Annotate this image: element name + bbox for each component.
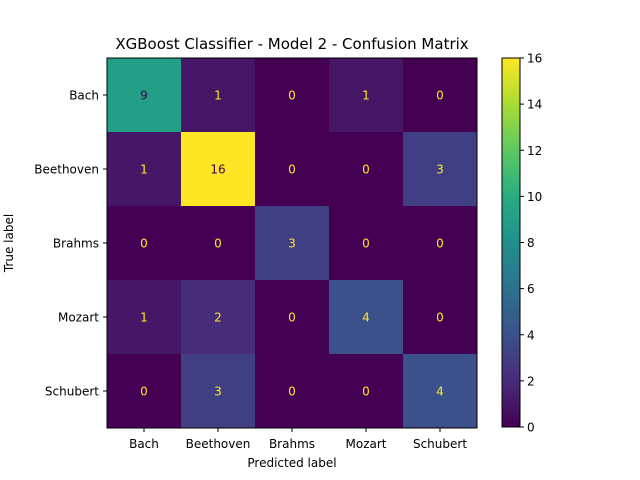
- cell-value-label: 0: [140, 237, 148, 251]
- colorbar-tick-label: 14: [527, 98, 542, 112]
- cell-value-label: 0: [436, 311, 444, 325]
- cell-value-label: 4: [436, 385, 444, 399]
- cell-value-label: 0: [362, 385, 370, 399]
- colorbar-ticks: 0 2 4 6 8 10 12 14 16: [520, 52, 542, 435]
- heatmap-cell-labels: 9 1 0 1 0 1 16 0 0 3 0 0 3 0 0 1 2 0 4 0 0 3 0 0 4: [140, 89, 444, 399]
- cell-value-label: 0: [288, 89, 296, 103]
- y-axis-ticks: Bach Beethoven Brahms Mozart Schubert: [34, 89, 107, 399]
- heatmap-cell: [255, 354, 329, 428]
- y-tick-label: Mozart: [58, 311, 99, 325]
- chart-title: XGBoost Classifier - Model 2 - Confusion…: [115, 35, 468, 53]
- x-axis-label: Predicted label: [247, 456, 336, 470]
- colorbar: [501, 57, 521, 428]
- heatmap-cell: [181, 354, 255, 428]
- colorbar-tick-label: 10: [527, 190, 542, 204]
- heatmap-cell: [329, 280, 403, 354]
- cell-value-label: 0: [436, 89, 444, 103]
- cell-value-label: 1: [214, 89, 222, 103]
- cell-value-label: 0: [288, 311, 296, 325]
- heatmap-cell: [329, 58, 403, 132]
- y-tick-label: Schubert: [45, 385, 99, 399]
- cell-value-label: 16: [210, 163, 225, 177]
- heatmap-cell: [329, 354, 403, 428]
- x-tick-label: Beethoven: [186, 437, 251, 451]
- y-axis-label: True label: [2, 214, 16, 273]
- heatmap-cell: [107, 280, 181, 354]
- heatmap-cell: [181, 280, 255, 354]
- heatmap-cell: [181, 58, 255, 132]
- cell-value-label: 1: [140, 163, 148, 177]
- heatmap-cell: [107, 58, 181, 132]
- cell-value-label: 0: [288, 163, 296, 177]
- cell-value-label: 1: [140, 311, 148, 325]
- colorbar-tick-label: 4: [527, 328, 535, 342]
- cell-value-label: 1: [362, 89, 370, 103]
- heatmap-cell: [403, 58, 477, 132]
- x-tick-label: Bach: [129, 437, 159, 451]
- heatmap-cell: [107, 132, 181, 206]
- colorbar-tick-label: 2: [527, 374, 535, 388]
- x-tick-label: Mozart: [346, 437, 387, 451]
- heatmap-cells: [107, 58, 477, 428]
- colorbar-tick-label: 16: [527, 52, 542, 66]
- heatmap-cell: [403, 132, 477, 206]
- cell-value-label: 0: [140, 385, 148, 399]
- y-tick-label: Beethoven: [34, 163, 99, 177]
- heatmap-cell: [181, 206, 255, 280]
- colorbar-tick-label: 0: [527, 421, 535, 435]
- heatmap-cell: [181, 132, 255, 206]
- cell-value-label: 0: [436, 237, 444, 251]
- cell-value-label: 3: [436, 163, 444, 177]
- heatmap-cell: [255, 280, 329, 354]
- cell-value-label: 0: [362, 163, 370, 177]
- heatmap-cell: [255, 132, 329, 206]
- x-tick-label: Brahms: [269, 437, 315, 451]
- cell-value-label: 0: [362, 237, 370, 251]
- cell-value-label: 0: [214, 237, 222, 251]
- heatmap-cell: [107, 206, 181, 280]
- heatmap-cell: [329, 132, 403, 206]
- colorbar-tick-label: 8: [527, 236, 535, 250]
- heatmap-cell: [403, 280, 477, 354]
- heatmap-cell: [255, 58, 329, 132]
- y-tick-label: Brahms: [53, 237, 99, 251]
- colorbar-tick-label: 12: [527, 144, 542, 158]
- colorbar-tick-label: 6: [527, 282, 535, 296]
- x-tick-label: Schubert: [413, 437, 467, 451]
- x-axis-ticks: Bach Beethoven Brahms Mozart Schubert: [129, 428, 467, 451]
- cell-value-label: 3: [288, 237, 296, 251]
- cell-value-label: 0: [288, 385, 296, 399]
- cell-value-label: 2: [214, 311, 222, 325]
- heatmap-cell: [255, 206, 329, 280]
- heatmap-cell: [329, 206, 403, 280]
- cell-value-label: 4: [362, 311, 370, 325]
- cell-value-label: 9: [140, 89, 148, 103]
- heatmap-cell: [403, 206, 477, 280]
- y-tick-label: Bach: [69, 89, 99, 103]
- cell-value-label: 3: [214, 385, 222, 399]
- heatmap-cell: [403, 354, 477, 428]
- heatmap-cell: [107, 354, 181, 428]
